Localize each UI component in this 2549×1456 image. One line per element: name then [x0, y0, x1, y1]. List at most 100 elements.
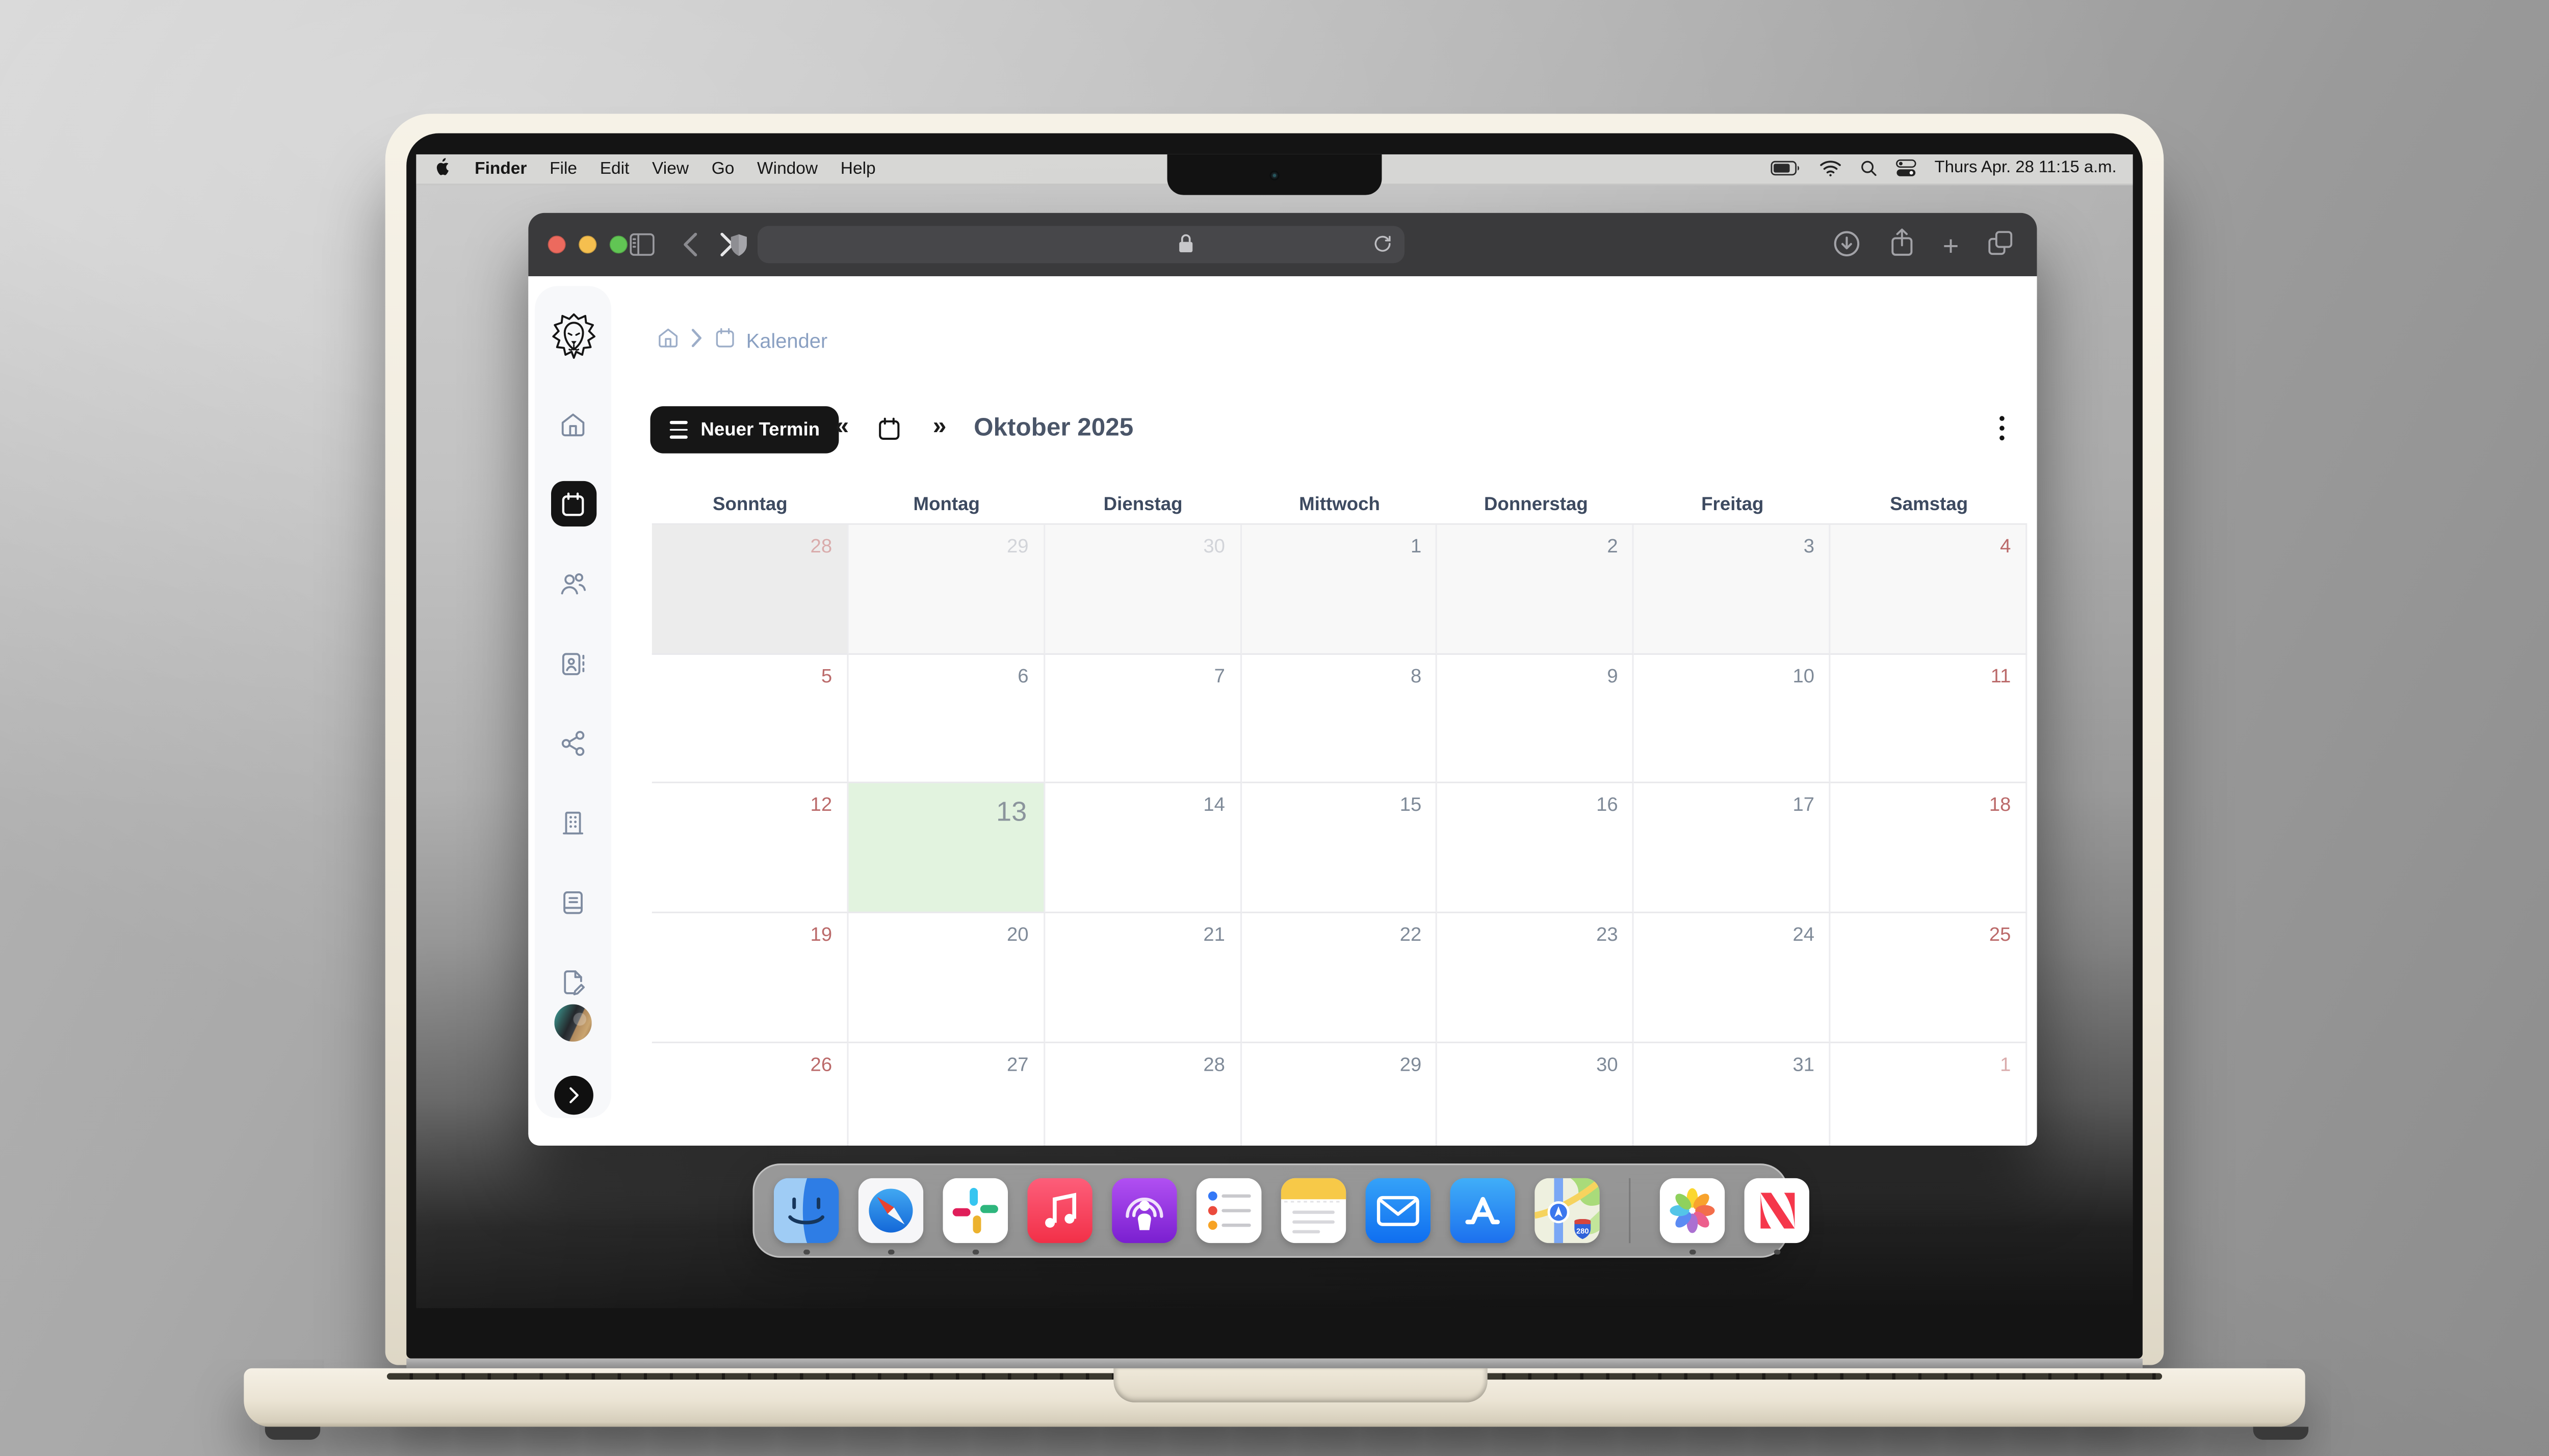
calendar-cell-day-24[interactable]: 24 [1634, 913, 1831, 1043]
menu-bar-left: Finder File Edit View Go Window Help [432, 155, 876, 181]
calendar-cell-day-17[interactable]: 17 [1634, 784, 1831, 914]
calendar-cell-day-8[interactable]: 8 [1241, 654, 1438, 784]
calendar-cell-day-2[interactable]: 2 [1438, 524, 1634, 655]
calendar-cell-day-18[interactable]: 18 [1831, 784, 2027, 914]
calendar-cell-day-19[interactable]: 19 [652, 913, 849, 1043]
control-center-icon[interactable] [1895, 160, 1916, 177]
dock-icon-safari[interactable] [858, 1178, 924, 1255]
calendar-cell-day-31[interactable]: 31 [1634, 1043, 1831, 1146]
calendar-cell-day-27[interactable]: 27 [848, 1043, 1045, 1146]
dock-icon-appstore[interactable] [1450, 1178, 1515, 1243]
toolbar-right-icons: + [1832, 227, 2014, 267]
minimize-button[interactable] [579, 235, 597, 254]
sidebar-item-users[interactable] [550, 561, 595, 606]
dock-icon-finder[interactable] [773, 1178, 839, 1255]
sidebar-item-calendar[interactable] [550, 481, 596, 527]
menu-item-edit[interactable]: Edit [600, 158, 630, 178]
prev-month-button[interactable]: « [835, 412, 849, 441]
calendar-cell-day-4[interactable]: 4 [1831, 524, 2027, 655]
download-icon[interactable] [1832, 228, 1861, 266]
dock-icon-photos[interactable] [1659, 1178, 1725, 1255]
menu-item-window[interactable]: Window [757, 158, 818, 178]
calendar-cell-day-16[interactable]: 16 [1438, 784, 1634, 914]
sidebar-expand-button[interactable] [553, 1075, 593, 1115]
calendar-cell-day-28[interactable]: 28 [652, 524, 849, 655]
day-number: 10 [1792, 664, 1815, 687]
address-bar[interactable] [757, 226, 1405, 263]
calendar-cell-day-30[interactable]: 30 [1438, 1043, 1634, 1146]
calendar-cell-day-11[interactable]: 11 [1831, 654, 2027, 784]
sidebar-item-share[interactable] [550, 720, 595, 765]
sidebar-item-building[interactable] [550, 800, 595, 845]
share-icon[interactable] [1889, 227, 1915, 267]
sidebar-item-contact[interactable] [550, 640, 595, 685]
sidebar-item-book[interactable] [550, 879, 595, 924]
shield-icon[interactable] [729, 231, 749, 266]
dock-icon-podcasts[interactable] [1112, 1178, 1177, 1243]
dock-icon-news[interactable] [1744, 1178, 1810, 1255]
next-month-button[interactable]: » [932, 412, 947, 441]
dock-icon-maps[interactable]: 280 [1534, 1178, 1600, 1243]
more-options-button[interactable] [1999, 416, 2005, 441]
calendar-cell-day-25[interactable]: 25 [1831, 913, 2027, 1043]
breadcrumb-home-icon[interactable] [657, 327, 680, 354]
sidebar-item-file-edit[interactable] [550, 959, 595, 1004]
wifi-icon[interactable] [1819, 160, 1842, 177]
web-content: Kalender Neuer Termin « » Oktober 2025 S… [528, 276, 2037, 1146]
new-tab-icon[interactable]: + [1942, 230, 1959, 262]
calendar-cell-day-7[interactable]: 7 [1045, 654, 1241, 784]
day-number: 29 [1006, 535, 1029, 558]
calendar-cell-day-10[interactable]: 10 [1634, 654, 1831, 784]
breadcrumb-current[interactable]: Kalender [746, 329, 828, 352]
calendar-cell-day-3[interactable]: 3 [1634, 524, 1831, 655]
day-number: 21 [1203, 923, 1225, 946]
zoom-button[interactable] [609, 235, 628, 254]
new-event-button[interactable]: Neuer Termin [650, 406, 840, 454]
search-icon[interactable] [1860, 160, 1878, 177]
calendar-cell-day-23[interactable]: 23 [1438, 913, 1634, 1043]
reload-icon[interactable] [1372, 232, 1393, 263]
close-button[interactable] [548, 235, 566, 254]
calendar-cell-day-13[interactable]: 13 [848, 784, 1045, 914]
tabs-icon[interactable] [1987, 229, 2014, 265]
menu-item-help[interactable]: Help [840, 158, 876, 178]
calendar-cell-day-12[interactable]: 12 [652, 784, 849, 914]
calendar-cell-day-6[interactable]: 6 [848, 654, 1045, 784]
calendar-cell-day-22[interactable]: 22 [1241, 913, 1438, 1043]
sidebar-toggle-icon[interactable] [629, 232, 655, 265]
today-calendar-button[interactable] [876, 416, 902, 450]
back-icon[interactable] [683, 232, 697, 265]
dock-icon-slack[interactable] [943, 1178, 1008, 1255]
menu-item-view[interactable]: View [652, 158, 689, 178]
calendar-cell-day-1[interactable]: 1 [1241, 524, 1438, 655]
running-indicator [1689, 1249, 1696, 1255]
calendar-cell-day-29[interactable]: 29 [848, 524, 1045, 655]
calendar-cell-day-1[interactable]: 1 [1831, 1043, 2027, 1146]
menu-item-finder[interactable]: Finder [475, 158, 527, 178]
user-avatar[interactable] [554, 1004, 592, 1042]
battery-icon[interactable] [1771, 160, 1802, 177]
calendar-cell-day-20[interactable]: 20 [848, 913, 1045, 1043]
weekday-header: Mittwoch [1299, 495, 1380, 515]
day-number: 19 [810, 923, 833, 946]
apple-logo-icon[interactable] [432, 155, 452, 181]
month-title: Oktober 2025 [974, 414, 1134, 442]
dock-icon-mail[interactable] [1365, 1178, 1431, 1243]
dock-icon-notes[interactable] [1281, 1178, 1346, 1243]
calendar-cell-day-21[interactable]: 21 [1045, 913, 1241, 1043]
calendar-cell-day-5[interactable]: 5 [652, 654, 849, 784]
calendar-cell-day-9[interactable]: 9 [1438, 654, 1634, 784]
day-number: 16 [1596, 793, 1618, 816]
calendar-cell-day-30[interactable]: 30 [1045, 524, 1241, 655]
dock-icon-music[interactable] [1027, 1178, 1093, 1243]
calendar-cell-day-14[interactable]: 14 [1045, 784, 1241, 914]
menu-bar-clock[interactable]: Thurs Apr. 28 11:15 a.m. [1934, 160, 2117, 178]
sidebar-item-home[interactable] [550, 402, 595, 447]
menu-item-go[interactable]: Go [711, 158, 735, 178]
calendar-cell-day-15[interactable]: 15 [1241, 784, 1438, 914]
calendar-cell-day-28[interactable]: 28 [1045, 1043, 1241, 1146]
menu-item-file[interactable]: File [550, 158, 578, 178]
dock-icon-reminders[interactable] [1196, 1178, 1262, 1243]
calendar-cell-day-26[interactable]: 26 [652, 1043, 849, 1146]
calendar-cell-day-29[interactable]: 29 [1241, 1043, 1438, 1146]
